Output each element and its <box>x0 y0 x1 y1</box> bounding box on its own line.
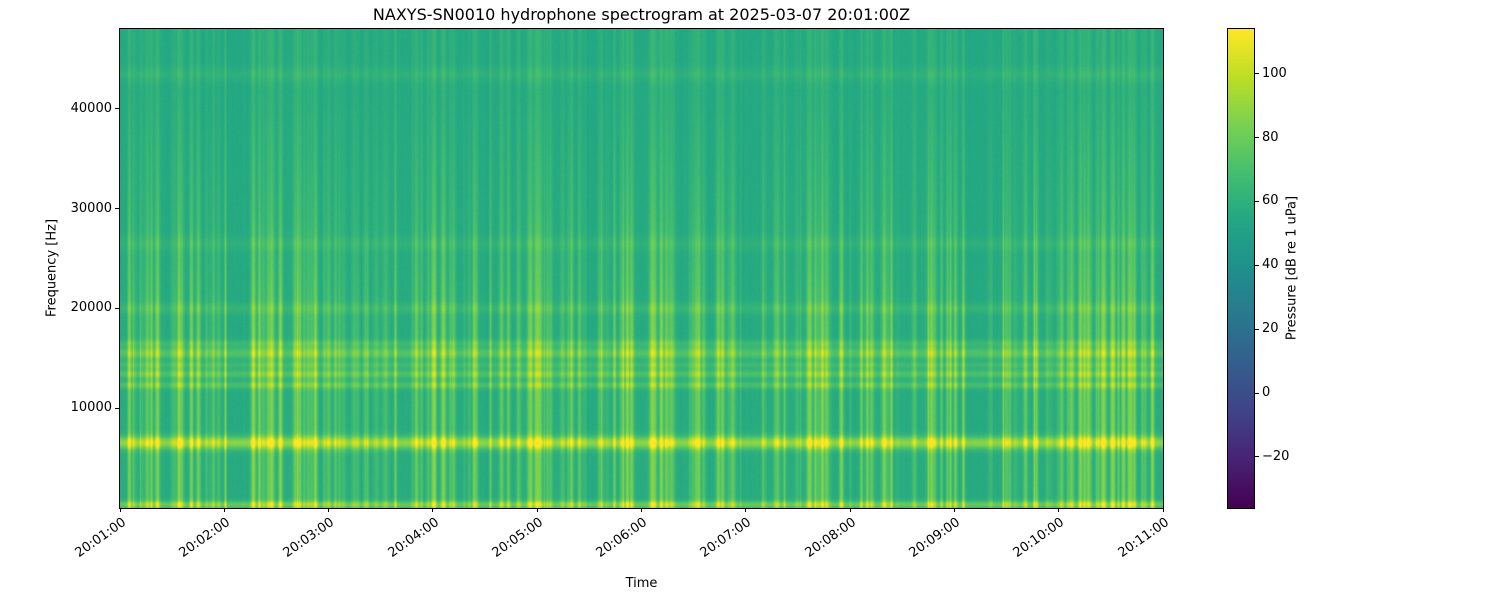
x-tick-mark <box>119 508 121 512</box>
x-tick-mark <box>432 508 434 512</box>
colorbar-tick-mark <box>1255 328 1259 330</box>
x-tick-mark <box>1162 508 1164 512</box>
colorbar-label: Pressure [dB re 1 uPa] <box>1284 195 1300 341</box>
colorbar-tick-mark <box>1255 264 1259 266</box>
y-tick-label: 30000 <box>70 200 112 216</box>
colorbar <box>1227 28 1255 509</box>
x-tick-label: 20:10:00 <box>1010 515 1068 561</box>
colorbar-tick-mark <box>1255 137 1259 139</box>
colorbar-tick-label: −20 <box>1262 448 1290 464</box>
x-tick-mark <box>536 508 538 512</box>
colorbar-tick-mark <box>1255 73 1259 75</box>
x-tick-mark <box>223 508 225 512</box>
x-tick-label: 20:04:00 <box>385 515 442 561</box>
chart-title: NAXYS-SN0010 hydrophone spectrogram at 2… <box>372 5 911 24</box>
x-tick-mark <box>745 508 747 512</box>
x-tick-mark <box>641 508 642 512</box>
y-tick-mark <box>115 307 119 309</box>
x-tick-label: 20:09:00 <box>906 515 964 561</box>
y-tick-mark <box>115 208 119 210</box>
x-tick-mark <box>1058 508 1060 512</box>
x-tick-label: 20:08:00 <box>802 515 859 561</box>
colorbar-tick-label: 60 <box>1262 193 1279 209</box>
colorbar-tick-label: 20 <box>1262 321 1279 337</box>
colorbar-tick-label: 80 <box>1262 129 1279 145</box>
x-tick-mark <box>953 508 955 512</box>
x-tick-mark <box>328 508 330 512</box>
colorbar-tick-mark <box>1255 392 1259 394</box>
spectrogram-canvas <box>120 29 1163 508</box>
y-tick-mark <box>115 108 119 110</box>
y-axis-label: Frequency [Hz] <box>44 218 60 318</box>
plot-area <box>119 28 1164 509</box>
x-tick-label: 20:06:00 <box>593 515 651 561</box>
x-tick-label: 20:11:00 <box>1115 515 1172 561</box>
colorbar-tick-mark <box>1255 456 1259 458</box>
x-tick-label: 20:07:00 <box>697 515 755 561</box>
y-tick-mark <box>115 407 119 409</box>
y-tick-label: 40000 <box>70 100 112 116</box>
y-tick-label: 10000 <box>70 400 112 416</box>
x-axis-label: Time <box>625 576 658 591</box>
x-tick-label: 20:03:00 <box>280 515 338 561</box>
colorbar-tick-label: 100 <box>1262 65 1287 81</box>
colorbar-tick-mark <box>1255 200 1259 202</box>
x-tick-mark <box>849 508 851 512</box>
colorbar-tick-label: 40 <box>1262 257 1279 273</box>
colorbar-tick-label: 0 <box>1262 385 1271 401</box>
x-tick-label: 20:05:00 <box>489 515 546 561</box>
colorbar-canvas <box>1228 29 1254 508</box>
x-tick-label: 20:01:00 <box>72 515 129 561</box>
y-tick-label: 20000 <box>70 300 112 316</box>
x-tick-label: 20:02:00 <box>176 515 233 561</box>
